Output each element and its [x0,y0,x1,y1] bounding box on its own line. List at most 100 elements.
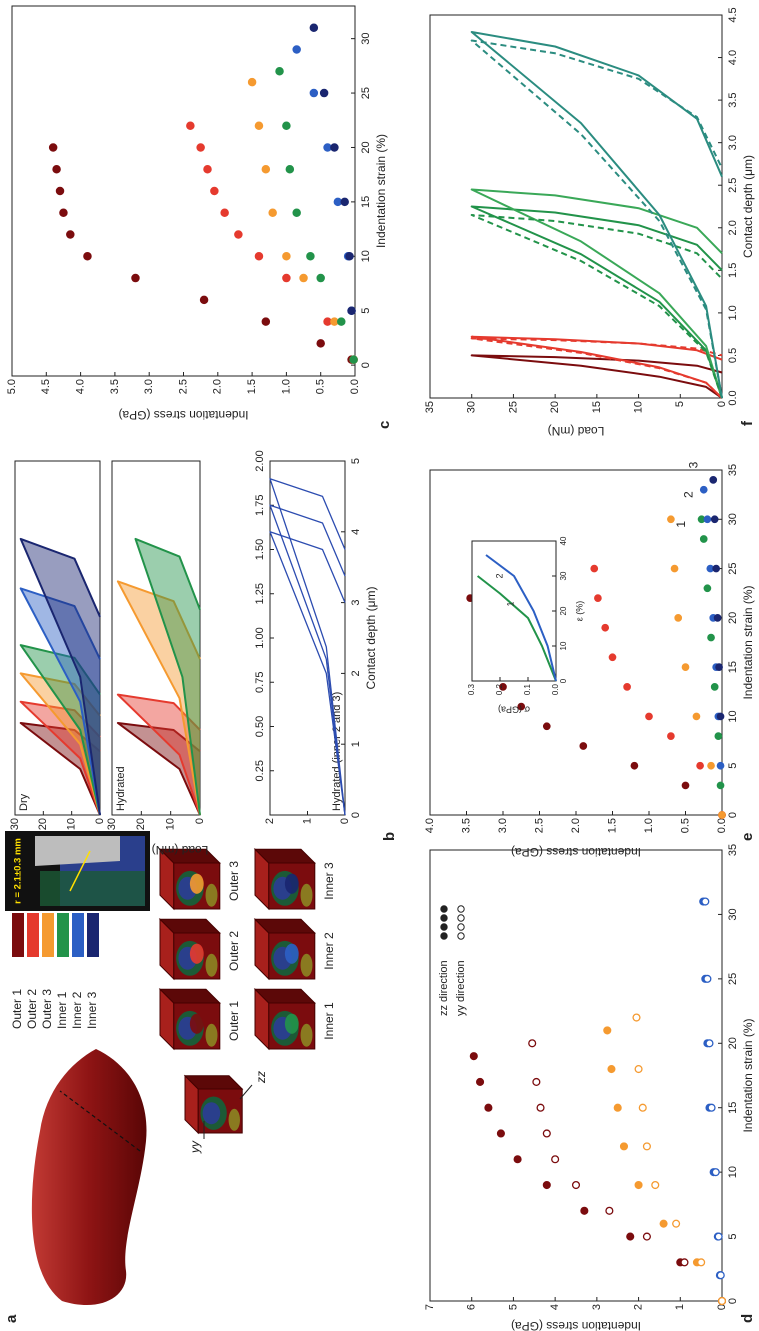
landscape-figure: Outer 1 Outer 2 Outer 3 Inner 1 Inner 2 Inner… [3,5,756,1331]
x-tick-label: 1 [350,741,362,747]
x-tick-label: 25 [727,973,739,985]
data-point [590,564,599,573]
data-point [55,186,65,196]
data-point [476,1077,485,1086]
y-tick-label: 4.0 [424,818,436,833]
axes-frame [429,849,723,1302]
x-tick-label: 0.5 [727,348,739,363]
y-tick-label: 4 [549,1304,561,1310]
y-tick-label: 20 [549,401,561,413]
data-line [19,537,101,816]
data-point [642,1232,651,1241]
data-point [634,1065,643,1074]
data-line [470,205,723,399]
data-point [330,317,339,326]
data-point [710,683,719,691]
data-line [470,337,723,399]
data-point [674,614,683,622]
data-line [470,31,723,399]
x2-tick-label: 1.75 [254,495,266,516]
y-tick-label: 4.5 [40,379,52,394]
x-tick-label: 15 [727,1102,739,1114]
x-tick-label: 40 [559,536,568,545]
x-tick-label: 0 [559,678,568,683]
y-tick-label: 1.0 [643,818,655,833]
x-tick-label: 0 [727,1298,739,1304]
data-point [680,1258,689,1267]
legend-marker [457,914,465,922]
y-axis-label: Indentation stress (GPa) [118,408,248,422]
ct-band [40,871,145,906]
x-tick-label: 10 [559,641,568,650]
y-tick-label: 2.0 [212,379,224,394]
x-tick-label: 5 [727,763,739,769]
legend-marker [440,932,448,940]
x2-tick-label: 1.50 [254,539,266,560]
data-point [499,683,507,691]
y-tick-label: 1 [674,1304,686,1310]
data-point [579,742,588,750]
y-tick-label: 30 [9,818,21,830]
data-point [715,663,723,671]
legend-swatch [27,913,39,957]
y-tick-label: 20 [135,818,147,830]
y-tick-label: 2 [632,1304,644,1310]
data-line [470,214,723,399]
data-point [282,252,291,261]
y-tick-label: 7 [424,1304,436,1310]
data-point [199,295,209,305]
cube-label: Inner 2 [322,932,336,970]
legend-swatch [12,913,24,957]
x-axis-label: Indentation strain (%) [741,1018,755,1132]
ct-shell [35,836,120,866]
data-line [470,354,723,399]
x-tick-label: 2.5 [727,178,739,193]
x-tick-label: 25 [727,562,739,574]
data-point [330,143,339,152]
x2-tick-label: 0.50 [254,716,266,737]
legend-label: yy direction [455,960,467,1016]
data-point [619,1142,629,1151]
data-line [269,504,346,816]
section-line [59,1090,141,1152]
data-point [333,197,343,207]
cube-bottom [300,1023,313,1047]
data-point [701,897,710,906]
legend-label: zz direction [438,960,450,1016]
x-tick-label: 20 [727,612,739,624]
data-line [19,587,101,816]
x-tick-label: 30 [727,513,739,525]
data-point [247,77,257,87]
cube-bottom [300,953,313,977]
subplot-label: Hydrated [115,766,127,811]
x2-tick-label: 2.00 [254,450,266,471]
y-axis-label: Indentation stress (GPa) [511,845,641,859]
legend-label: Inner 1 [55,991,69,1029]
x-tick-label: 5 [360,308,372,314]
cube-label: Inner 3 [322,862,336,900]
data-point [623,683,631,691]
y-axis-label: Load (mN) [548,424,605,438]
data-point [659,1219,668,1228]
data-point [717,1296,727,1306]
data-point [261,164,271,174]
radius-marker [69,850,91,892]
data-point [52,164,61,174]
cube-highlight [189,873,204,894]
data-point [630,761,639,770]
legend-marker [457,932,465,940]
y-tick-label: 6 [466,1304,478,1310]
axes-frame [429,14,723,399]
panel-label: a [3,1314,20,1323]
data-point [220,208,229,218]
y-tick-label: 10 [632,401,644,413]
data-point [254,252,264,261]
x-tick-label: 10 [727,710,739,722]
cube-core-inner [202,1102,221,1125]
x-tick-label: 0.0 [727,390,739,405]
data-point [536,1103,545,1112]
data-point [681,781,690,790]
legend-marker [440,914,448,922]
data-point [261,317,271,326]
